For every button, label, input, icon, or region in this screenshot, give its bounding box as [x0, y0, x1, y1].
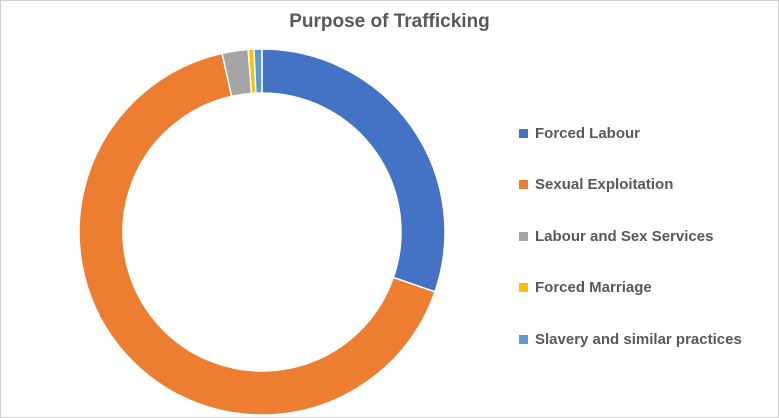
legend-swatch — [519, 283, 528, 292]
legend-swatch — [519, 231, 528, 241]
legend-swatch — [519, 180, 528, 189]
legend-label: Forced Marriage — [535, 279, 652, 296]
legend-item-2: Labour and Sex Services — [519, 226, 742, 246]
chart-title: Purpose of Trafficking — [289, 11, 490, 32]
legend-item-1: Sexual Exploitation — [519, 175, 742, 195]
doughnut-slice-4 — [253, 48, 263, 94]
legend-item-0: Forced Labour — [519, 123, 742, 143]
legend-swatch — [519, 334, 528, 344]
legend-item-4: Slavery and similar practices — [519, 329, 742, 349]
legend-label: Slavery and similar practices — [535, 330, 742, 348]
doughnut-slice-0 — [261, 48, 446, 293]
legend-label: Labour and Sex Services — [535, 227, 714, 245]
legend-item-3: Forced Marriage — [519, 278, 742, 298]
legend-swatch — [519, 128, 528, 138]
chart-legend: Forced Labour Sexual Exploitation Labour a… — [519, 123, 742, 381]
legend-label: Sexual Exploitation — [535, 176, 674, 193]
legend-label: Forced Labour — [535, 124, 641, 142]
doughnut-slice-1 — [78, 52, 436, 416]
